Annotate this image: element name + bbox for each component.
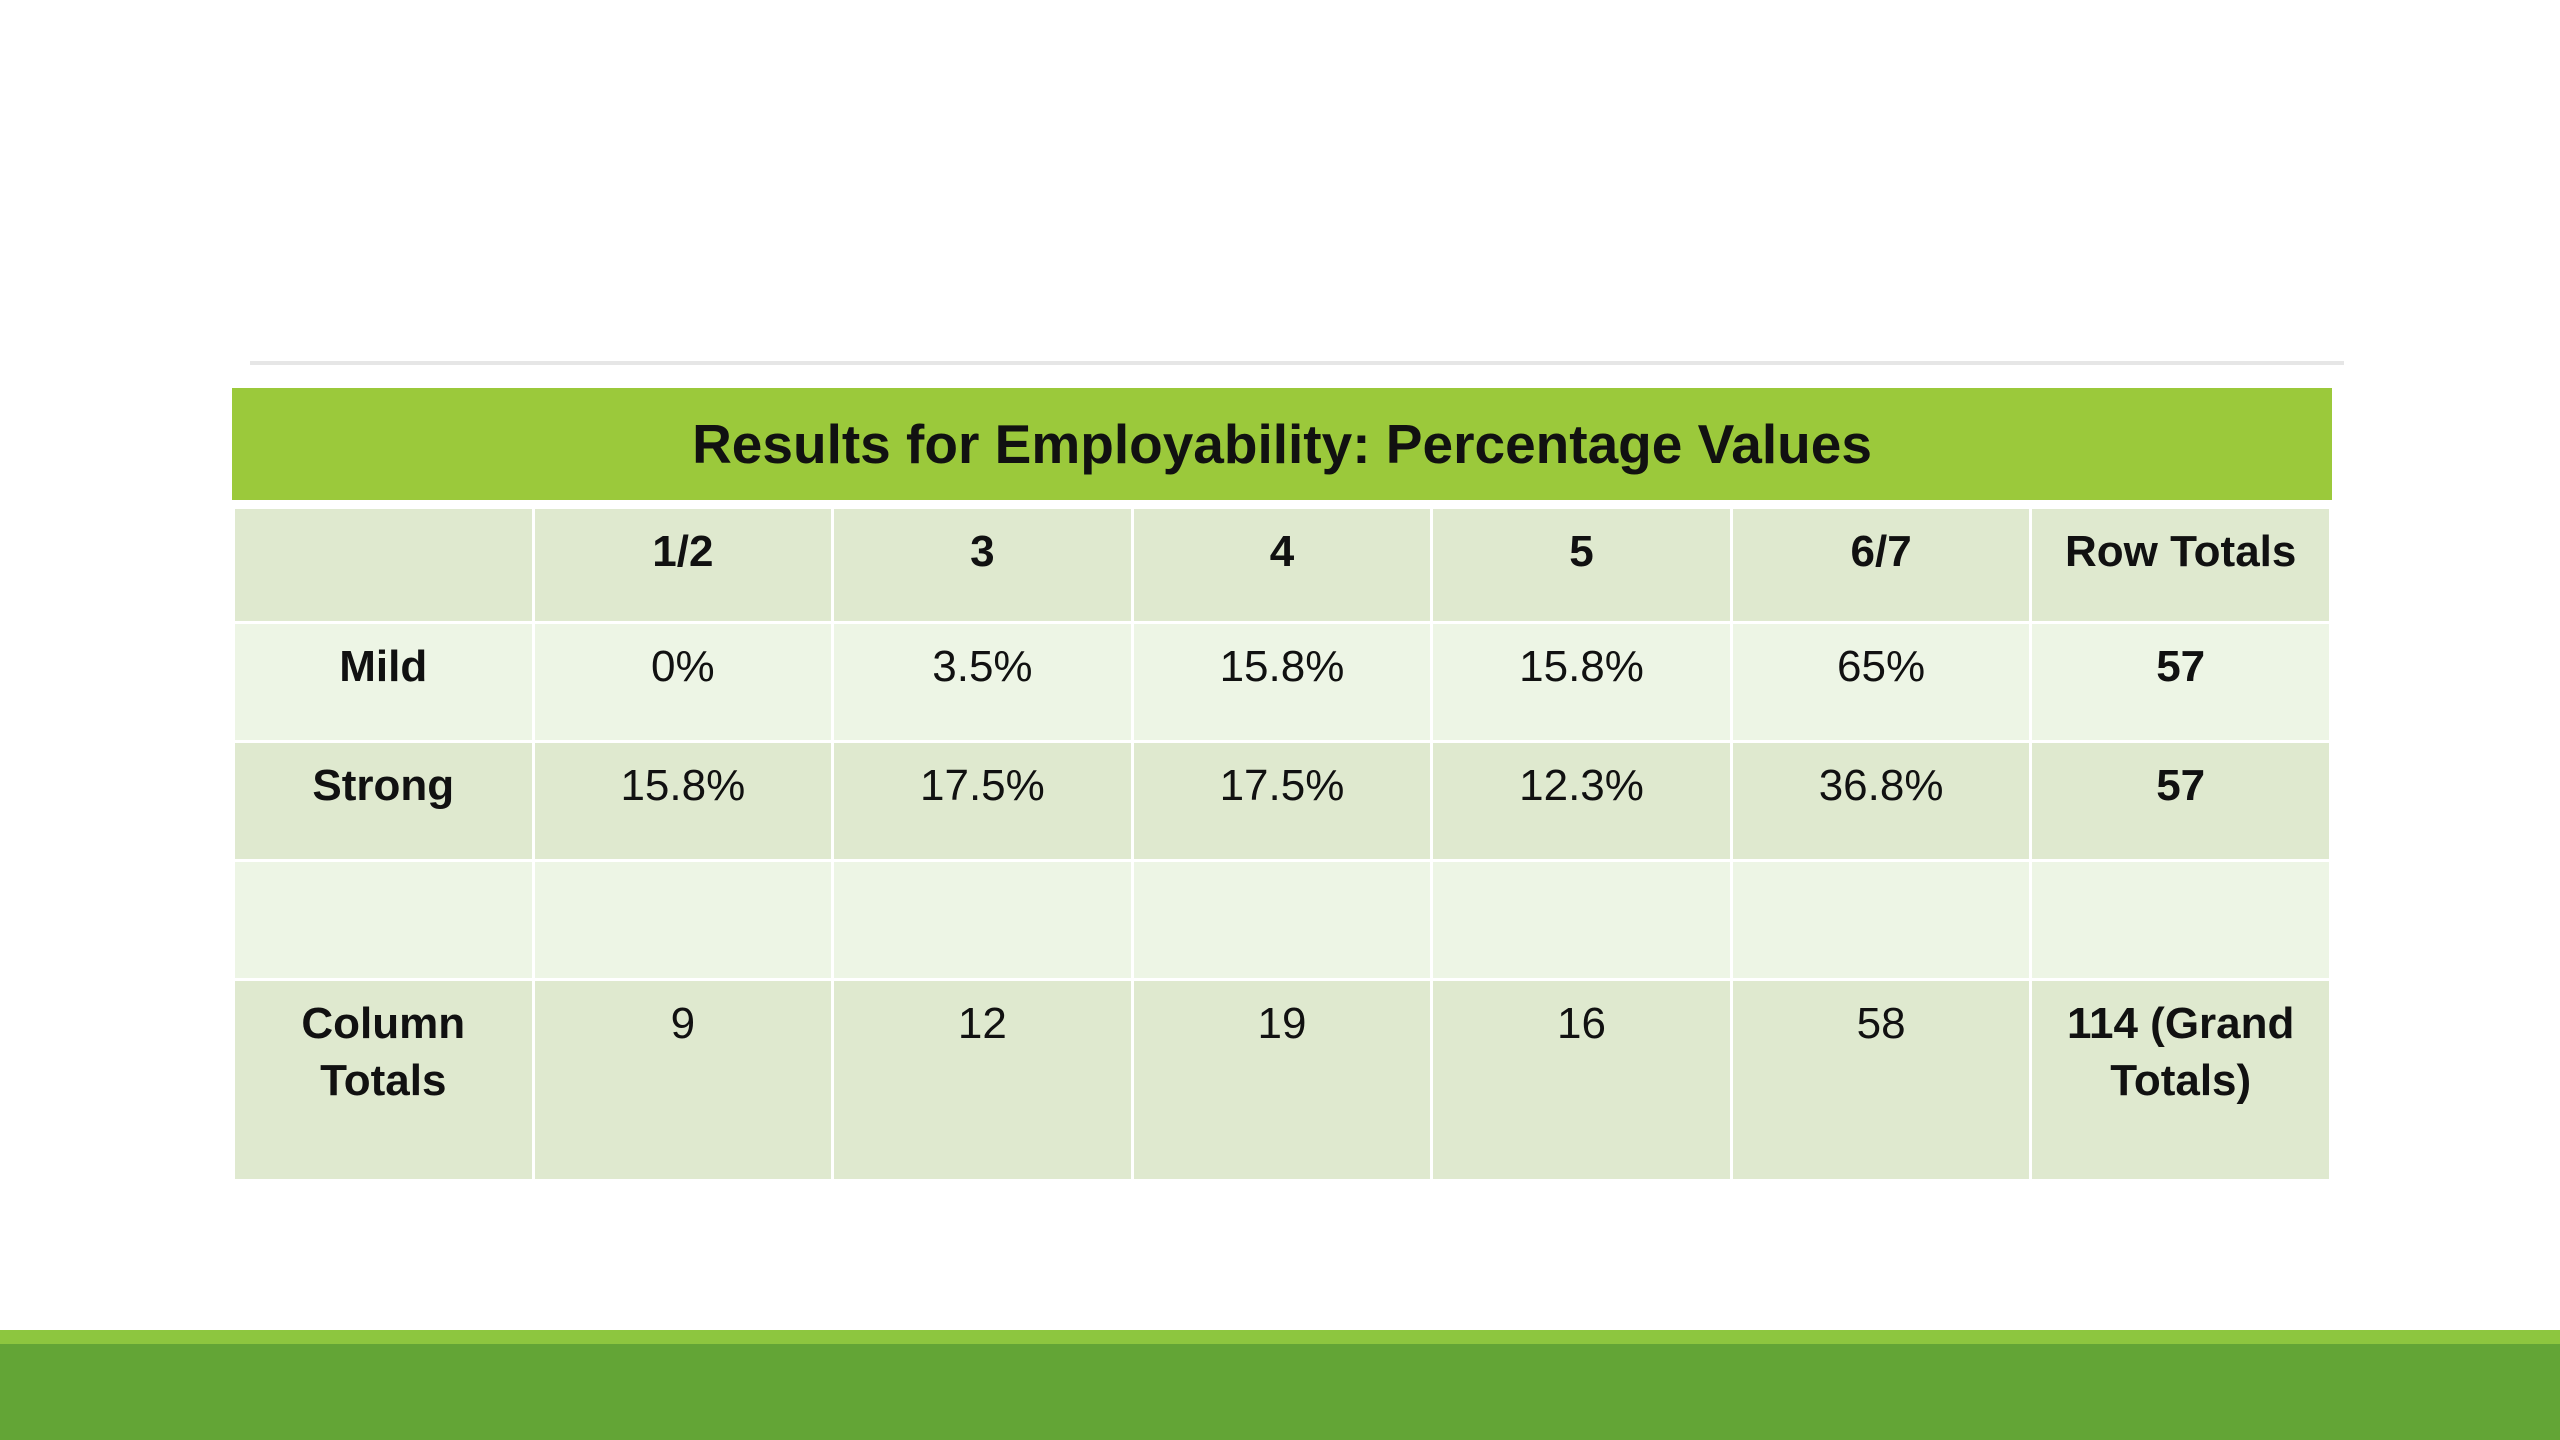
divider-line: [250, 361, 2344, 365]
header-cell-row-totals: Row Totals: [2029, 506, 2332, 624]
empty-cell: [232, 859, 535, 981]
empty-cell: [1130, 859, 1434, 981]
header-cell-5: 5: [1430, 506, 1733, 624]
grand-total-cell: 114 (Grand Totals): [2029, 978, 2332, 1182]
column-total-cell: 58: [1729, 978, 2033, 1182]
row-total-cell: 57: [2029, 740, 2332, 862]
empty-cell: [531, 859, 835, 981]
table-row-column-totals: Column Totals 9 12 19 16 58 114 (Grand T…: [232, 978, 2332, 1182]
footer-accent-stripe: [0, 1330, 2560, 1344]
table-row-strong: Strong 15.8% 17.5% 17.5% 12.3% 36.8% 57: [232, 740, 2332, 862]
table-cell: 15.8%: [531, 740, 835, 862]
table-cell: 15.8%: [1430, 621, 1733, 743]
column-total-cell: 19: [1130, 978, 1434, 1182]
table-cell: 12.3%: [1430, 740, 1733, 862]
table-header-row: 1/2 3 4 5 6/7 Row Totals: [232, 506, 2332, 624]
row-label: Column Totals: [232, 978, 535, 1182]
empty-cell: [1430, 859, 1733, 981]
row-total-cell: 57: [2029, 621, 2332, 743]
table-cell: 17.5%: [831, 740, 1134, 862]
results-table: 1/2 3 4 5 6/7 Row Totals Mild 0% 3.5% 15…: [232, 506, 2332, 1182]
header-cell-4: 4: [1130, 506, 1434, 624]
empty-cell: [831, 859, 1134, 981]
table-cell: 15.8%: [1130, 621, 1434, 743]
header-cell-empty: [232, 506, 535, 624]
footer-bar: [0, 1344, 2560, 1440]
row-label: Mild: [232, 621, 535, 743]
table-cell: 65%: [1729, 621, 2033, 743]
table-cell: 36.8%: [1729, 740, 2033, 862]
header-cell-1-2: 1/2: [531, 506, 835, 624]
table-cell: 0%: [531, 621, 835, 743]
table-row-mild: Mild 0% 3.5% 15.8% 15.8% 65% 57: [232, 621, 2332, 743]
results-table-container: Results for Employability: Percentage Va…: [232, 388, 2332, 1182]
header-cell-3: 3: [831, 506, 1134, 624]
empty-cell: [1729, 859, 2033, 981]
table-row-empty: [232, 859, 2332, 981]
empty-cell: [2029, 859, 2332, 981]
column-total-cell: 9: [531, 978, 835, 1182]
row-label: Strong: [232, 740, 535, 862]
table-title: Results for Employability: Percentage Va…: [232, 388, 2332, 500]
column-total-cell: 16: [1430, 978, 1733, 1182]
column-total-cell: 12: [831, 978, 1134, 1182]
table-cell: 17.5%: [1130, 740, 1434, 862]
table-cell: 3.5%: [831, 621, 1134, 743]
header-cell-6-7: 6/7: [1729, 506, 2033, 624]
